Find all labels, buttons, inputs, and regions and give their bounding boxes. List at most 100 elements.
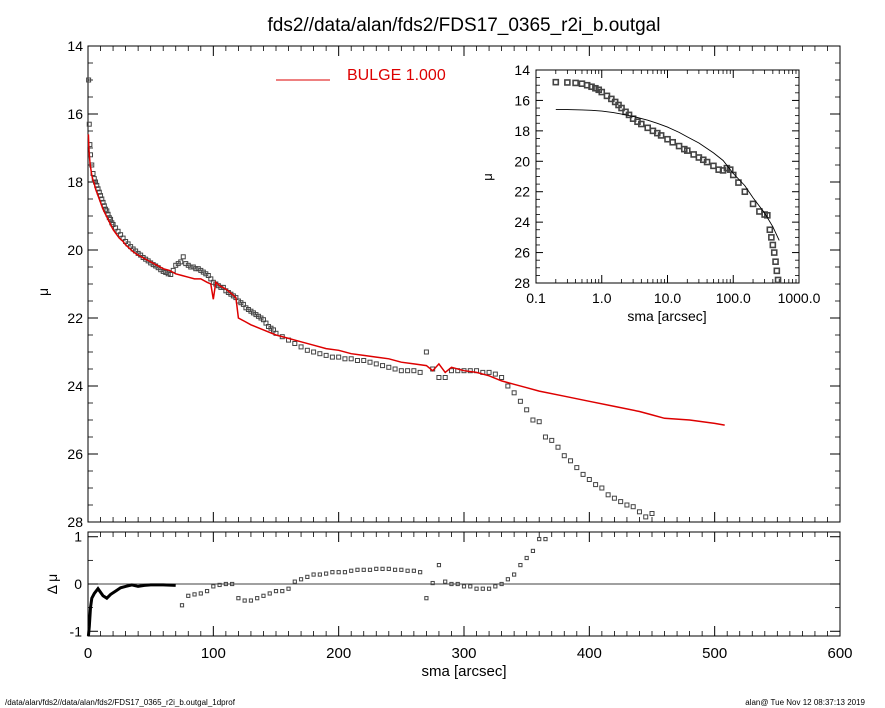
inset-data-point bbox=[774, 276, 782, 284]
residual-x-tick-label: 200 bbox=[326, 645, 351, 662]
residual-data-point bbox=[530, 548, 536, 554]
main-data-point bbox=[517, 398, 523, 404]
main-y-tick-label: 16 bbox=[67, 106, 83, 122]
residual-data-series bbox=[179, 536, 548, 608]
residual-data-point bbox=[361, 567, 366, 572]
residual-data-point bbox=[336, 570, 341, 575]
residual-data-point bbox=[449, 581, 454, 587]
main-data-point bbox=[593, 482, 599, 488]
residual-data-point bbox=[179, 603, 185, 608]
chart-title: fds2//data/alan/fds2/FDS17_0365_r2i_b.ou… bbox=[268, 15, 661, 36]
residual-data-point bbox=[342, 570, 348, 575]
residual-data-point bbox=[330, 570, 335, 575]
inset-data-point bbox=[769, 241, 777, 249]
inset-y-tick-label: 16 bbox=[514, 92, 530, 108]
main-data-point bbox=[542, 434, 548, 440]
main-data-point bbox=[292, 341, 298, 346]
inset-axes: 0.1 1.0 10.0 100.0 1000.0 14 16 18 20 22 24 26 28 bbox=[514, 62, 820, 306]
residual-data-point bbox=[242, 598, 247, 603]
main-data-point bbox=[304, 347, 310, 353]
main-data-point bbox=[417, 369, 423, 375]
inset-y-axis-label: μ bbox=[480, 173, 495, 181]
main-data-point bbox=[398, 368, 404, 374]
residual-data-point bbox=[367, 567, 373, 572]
main-data-point bbox=[88, 152, 94, 158]
main-data-point bbox=[298, 344, 304, 350]
main-data-point bbox=[492, 371, 498, 377]
residual-data-point bbox=[468, 584, 473, 589]
residual-data-point bbox=[424, 596, 429, 601]
main-data-point bbox=[120, 235, 126, 241]
main-data-point bbox=[373, 361, 379, 367]
residual-data-point bbox=[411, 568, 416, 573]
residual-data-point bbox=[223, 581, 228, 587]
residual-inner-curve bbox=[86, 583, 176, 637]
main-data-point bbox=[499, 375, 505, 380]
inset-y-tick-label: 22 bbox=[514, 184, 530, 200]
residual-data-point bbox=[311, 572, 316, 577]
inset-x-tick-label: 1000.0 bbox=[778, 290, 821, 306]
inset-plot-frame bbox=[535, 69, 800, 284]
inset-model-line bbox=[555, 109, 780, 241]
main-data-point bbox=[549, 437, 555, 443]
inset-x-tick-label: 0.1 bbox=[526, 290, 546, 306]
inset-data-point bbox=[683, 147, 691, 154]
main-data-point bbox=[329, 354, 335, 360]
main-data-point bbox=[354, 358, 360, 363]
residual-data-point bbox=[324, 571, 329, 576]
residual-data-point bbox=[280, 588, 285, 594]
inset-x-tick-label: 1.0 bbox=[592, 290, 612, 306]
residual-x-tick-label: 600 bbox=[827, 645, 852, 662]
main-data-point bbox=[367, 359, 373, 365]
main-data-point bbox=[348, 356, 354, 362]
residual-data-point bbox=[443, 579, 448, 584]
main-profile-panel: 14 16 18 20 22 24 26 28 μ BULGE 1.000 bbox=[35, 38, 841, 530]
main-data-point bbox=[392, 366, 398, 372]
main-data-point bbox=[611, 495, 617, 501]
legend-label: BULGE 1.000 bbox=[347, 67, 446, 84]
inset-y-tick-label: 28 bbox=[514, 275, 530, 291]
main-data-point bbox=[240, 301, 246, 307]
residual-data-point bbox=[317, 572, 322, 577]
inset-data-point bbox=[729, 171, 737, 179]
residual-data-point bbox=[512, 572, 517, 577]
inset-data-point bbox=[741, 188, 749, 196]
main-data-point bbox=[263, 320, 269, 326]
main-data-point bbox=[448, 368, 454, 374]
main-data-point bbox=[561, 453, 567, 459]
inset-data-point bbox=[710, 162, 717, 170]
main-y-axis-label: μ bbox=[35, 288, 51, 296]
main-data-point bbox=[643, 514, 649, 520]
inset-data-point bbox=[657, 132, 665, 139]
main-data-point bbox=[568, 458, 574, 464]
main-y-tick-label: 24 bbox=[67, 378, 83, 394]
main-data-point bbox=[486, 369, 492, 375]
inset-x-axis-label: sma [arcsec] bbox=[627, 308, 706, 324]
main-data-point bbox=[536, 419, 542, 425]
main-data-point bbox=[380, 363, 386, 369]
main-data-point bbox=[104, 208, 110, 214]
residual-y-axis-label: Δ μ bbox=[44, 574, 60, 595]
main-data-point bbox=[113, 225, 119, 231]
residual-data-point bbox=[355, 567, 360, 572]
main-y-tick-label: 20 bbox=[67, 242, 83, 258]
main-data-point bbox=[118, 232, 124, 238]
residual-data-point bbox=[436, 562, 442, 568]
residual-data-point bbox=[537, 536, 542, 542]
residual-data-point bbox=[461, 584, 467, 589]
residual-data-point bbox=[186, 593, 191, 598]
main-data-point bbox=[530, 417, 536, 423]
main-data-point bbox=[511, 390, 517, 396]
main-data-point bbox=[649, 511, 655, 516]
inset-y-tick-label: 14 bbox=[514, 62, 530, 78]
main-data-point bbox=[605, 492, 611, 498]
main-data-point bbox=[411, 368, 417, 374]
residual-data-point bbox=[418, 570, 423, 575]
main-data-point bbox=[86, 77, 92, 83]
main-data-point bbox=[442, 375, 448, 380]
residual-data-point bbox=[286, 586, 291, 591]
inset-y-tick-label: 20 bbox=[514, 153, 530, 169]
residual-data-point bbox=[192, 592, 197, 597]
residual-data-point bbox=[386, 566, 391, 571]
residual-data-point bbox=[298, 577, 304, 582]
